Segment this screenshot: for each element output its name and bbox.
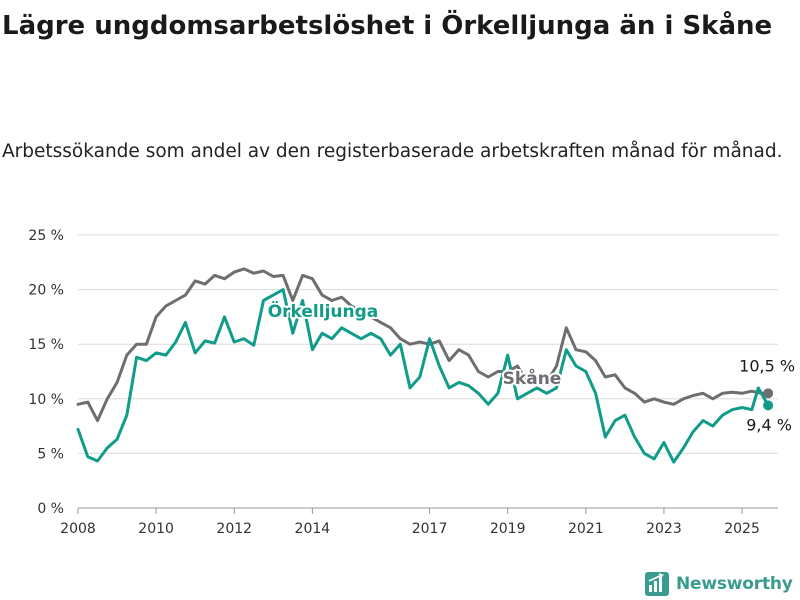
y-tick-label: 20 % bbox=[28, 283, 64, 299]
x-axis-ticks: 2008 2010 2012 2014 2017 2019 2021 2023 2025 bbox=[60, 508, 760, 537]
x-tick-label: 2014 bbox=[295, 521, 331, 537]
x-tick-label: 2019 bbox=[490, 521, 526, 537]
newsworthy-logo-icon bbox=[645, 572, 669, 596]
x-tick-label: 2023 bbox=[646, 521, 682, 537]
y-tick-label: 0 % bbox=[37, 501, 64, 517]
series-line-Skåne bbox=[76, 267, 770, 423]
svg-text:Örkelljunga: Örkelljunga bbox=[268, 300, 379, 322]
y-tick-label: 15 % bbox=[28, 337, 64, 353]
svg-text:10,5 %: 10,5 % bbox=[739, 356, 795, 375]
y-tick-label: 10 % bbox=[28, 392, 64, 408]
x-tick-label: 2012 bbox=[216, 521, 252, 537]
x-tick-label: 2010 bbox=[138, 521, 174, 537]
y-tick-label: 25 % bbox=[28, 228, 64, 244]
x-tick-label: 2021 bbox=[568, 521, 604, 537]
y-axis-tick-labels: 0 % 5 % 10 % 15 % 20 % 25 % bbox=[28, 228, 64, 517]
series-end-point bbox=[763, 400, 774, 411]
y-tick-label: 5 % bbox=[37, 446, 64, 462]
x-tick-label: 2008 bbox=[60, 521, 96, 537]
svg-text:9,4 %: 9,4 % bbox=[746, 415, 792, 434]
end-value-label-skane: 10,5 %10,5 % bbox=[737, 354, 797, 377]
x-tick-label: 2017 bbox=[412, 521, 448, 537]
brand-name: Newsworthy bbox=[676, 574, 793, 594]
svg-text:10,5 %: 10,5 % bbox=[739, 356, 795, 375]
svg-text:Skåne: Skåne bbox=[503, 367, 562, 389]
series-end-point bbox=[763, 388, 774, 399]
series-lines bbox=[76, 267, 774, 464]
svg-text:9,4 %: 9,4 % bbox=[746, 415, 792, 434]
svg-text:Örkelljunga: Örkelljunga bbox=[268, 300, 379, 322]
chart-title: Lägre ungdomsarbetslöshet i Örkelljunga … bbox=[2, 11, 773, 41]
series-line-Örkelljunga bbox=[76, 288, 770, 464]
end-value-label-orkelljunga: 9,4 %9,4 % bbox=[744, 413, 794, 436]
svg-text:Skåne: Skåne bbox=[503, 367, 562, 389]
x-tick-label: 2025 bbox=[724, 521, 760, 537]
grid-lines bbox=[78, 234, 778, 509]
brand-logo: Newsworthy bbox=[644, 569, 793, 599]
chart-subtitle: Arbetssökande som andel av den registerb… bbox=[2, 141, 783, 162]
